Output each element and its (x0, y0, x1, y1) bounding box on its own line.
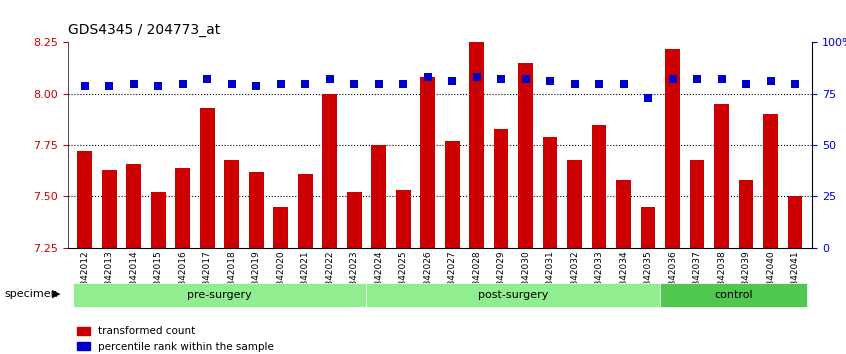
Bar (126, 164, 141, 354)
Point (250, 83, 263, 88)
Text: GDS4345 / 204773_at: GDS4345 / 204773_at (68, 23, 220, 37)
Point (764, 79, 777, 84)
Point (421, 75, 435, 80)
Point (151, 83, 165, 88)
Point (274, 81, 288, 86)
Point (568, 81, 581, 86)
Bar (543, 137, 558, 354)
Point (348, 81, 361, 86)
Point (641, 95, 655, 101)
Point (127, 81, 140, 86)
Point (470, 75, 483, 80)
Text: post-surgery: post-surgery (478, 290, 548, 300)
Bar (763, 114, 777, 354)
Bar (591, 125, 607, 354)
Bar (420, 78, 435, 354)
Point (323, 76, 337, 82)
Point (445, 79, 459, 84)
Text: specimen: specimen (4, 289, 58, 299)
FancyBboxPatch shape (73, 283, 366, 307)
Bar (102, 170, 117, 354)
Point (519, 76, 532, 82)
Bar (568, 160, 582, 354)
Point (592, 81, 606, 86)
Bar (470, 42, 484, 354)
Text: ▶: ▶ (52, 289, 61, 299)
Bar (224, 160, 239, 354)
Bar (298, 174, 312, 354)
Point (739, 81, 753, 86)
Bar (665, 48, 680, 354)
Text: pre-surgery: pre-surgery (187, 290, 252, 300)
Bar (714, 104, 729, 354)
Point (494, 76, 508, 82)
Point (372, 81, 386, 86)
Point (666, 76, 679, 82)
Point (617, 81, 630, 86)
Point (397, 81, 410, 86)
Bar (371, 145, 386, 354)
Point (201, 76, 214, 82)
Bar (151, 192, 166, 354)
Bar (519, 63, 533, 354)
Bar (640, 207, 656, 354)
Bar (396, 190, 410, 354)
Bar (689, 160, 705, 354)
Bar (175, 168, 190, 354)
Point (543, 79, 557, 84)
Point (225, 81, 239, 86)
Bar (347, 192, 361, 354)
Point (102, 83, 116, 88)
Point (788, 81, 802, 86)
Bar (273, 207, 288, 354)
Legend: transformed count, percentile rank within the sample: transformed count, percentile rank withi… (73, 322, 278, 354)
Bar (445, 141, 459, 354)
Text: control: control (715, 290, 753, 300)
FancyBboxPatch shape (366, 283, 661, 307)
Bar (616, 180, 631, 354)
Point (715, 76, 728, 82)
Bar (200, 108, 215, 354)
Point (299, 81, 312, 86)
Bar (739, 180, 754, 354)
Bar (788, 196, 802, 354)
FancyBboxPatch shape (661, 283, 807, 307)
Point (78, 83, 91, 88)
Bar (78, 151, 92, 354)
Point (690, 76, 704, 82)
Bar (249, 172, 264, 354)
Bar (322, 94, 337, 354)
Point (176, 81, 190, 86)
Bar (494, 129, 508, 354)
